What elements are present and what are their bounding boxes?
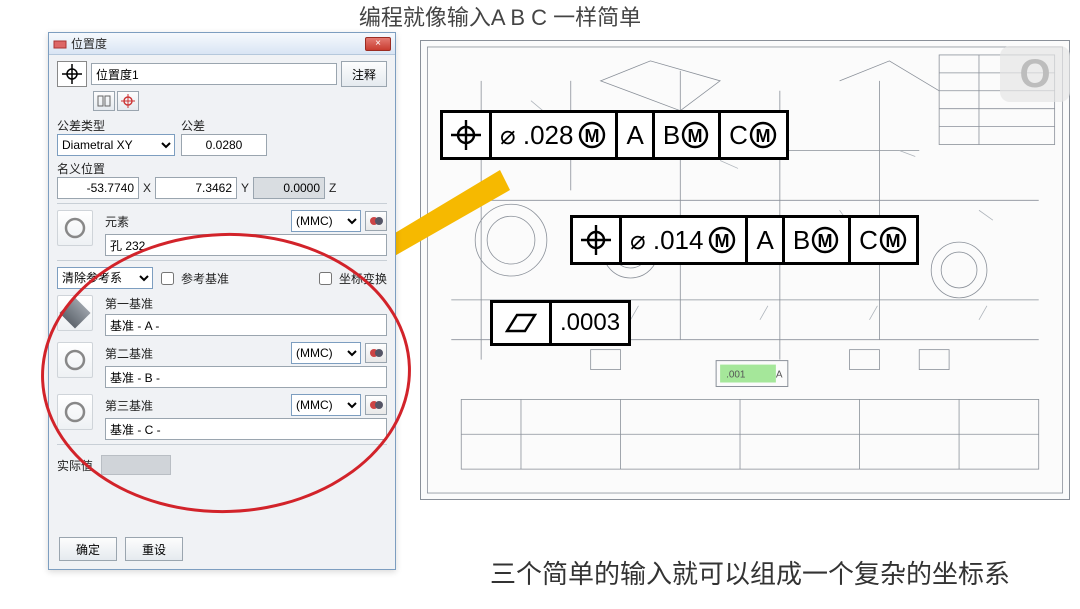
svg-text:M: M [688,126,703,146]
nominal-label: 名义位置 [57,160,387,177]
nominal-z-input[interactable] [253,177,325,199]
tolerance-input[interactable] [181,134,267,156]
titlebar[interactable]: 位置度 × [49,33,395,55]
app-icon [53,37,67,51]
svg-text:A: A [776,370,783,381]
true-position-icon [443,113,492,157]
nominal-x-input[interactable] [57,177,139,199]
gdt2-tolerance: ⌀ .014 M [622,218,748,262]
gdt2-a: A [748,218,784,262]
bottom-caption: 三个简单的输入就可以组成一个复杂的坐标系 [430,554,1070,591]
reset-button[interactable]: 重设 [125,537,183,561]
close-button[interactable]: × [365,37,391,51]
svg-text:M: M [885,231,900,251]
svg-text:M: M [818,231,833,251]
element-color-button[interactable] [365,211,387,231]
watermark: О [1000,46,1070,102]
gdt2-c: C M [851,218,916,262]
gdt1-b: B M [655,113,721,157]
svg-text:.001: .001 [726,370,746,381]
true-position-icon [573,218,622,262]
tolerance-type-label: 公差类型 [57,117,177,134]
nominal-y-input[interactable] [155,177,237,199]
element-mmc-select[interactable]: (MMC) [291,210,361,232]
window-title: 位置度 [71,35,365,52]
flatness-icon [493,303,552,343]
gdt3-value: .0003 [552,303,628,343]
x-axis-label: X [143,181,151,195]
svg-text:M: M [715,231,730,251]
ok-button[interactable]: 确定 [59,537,117,561]
gdt2-b: B M [785,218,851,262]
engineering-drawing: .001 A [420,40,1070,500]
position-dialog: 位置度 × 注释 公差类型 Diametral XY [48,32,396,570]
gdt-frame-2: ⌀ .014 M A B M C M [570,215,919,265]
z-axis-label: Z [329,181,336,195]
svg-text:M: M [585,126,600,146]
element-label: 元素 [105,213,287,230]
tolerance-label: 公差 [181,117,267,134]
y-axis-label: Y [241,181,249,195]
annotate-button[interactable]: 注释 [341,61,387,87]
gdt-frame-1: ⌀ .028 M A B M C M [440,110,789,160]
gdt-frame-3: .0003 [490,300,631,346]
tolerance-type-select[interactable]: Diametral XY [57,134,175,156]
toggle-icon-2[interactable] [117,91,139,111]
gdt1-c: C M [721,113,786,157]
true-position-icon [57,61,87,87]
toggle-icon-1[interactable] [93,91,115,111]
element-icon[interactable] [57,210,93,246]
gdt1-a: A [618,113,654,157]
gdt1-tolerance: ⌀ .028 M [492,113,618,157]
svg-text:M: M [755,126,770,146]
top-caption: 编程就像输入A B C 一样简单 [200,0,800,32]
feature-name-input[interactable] [91,63,337,85]
